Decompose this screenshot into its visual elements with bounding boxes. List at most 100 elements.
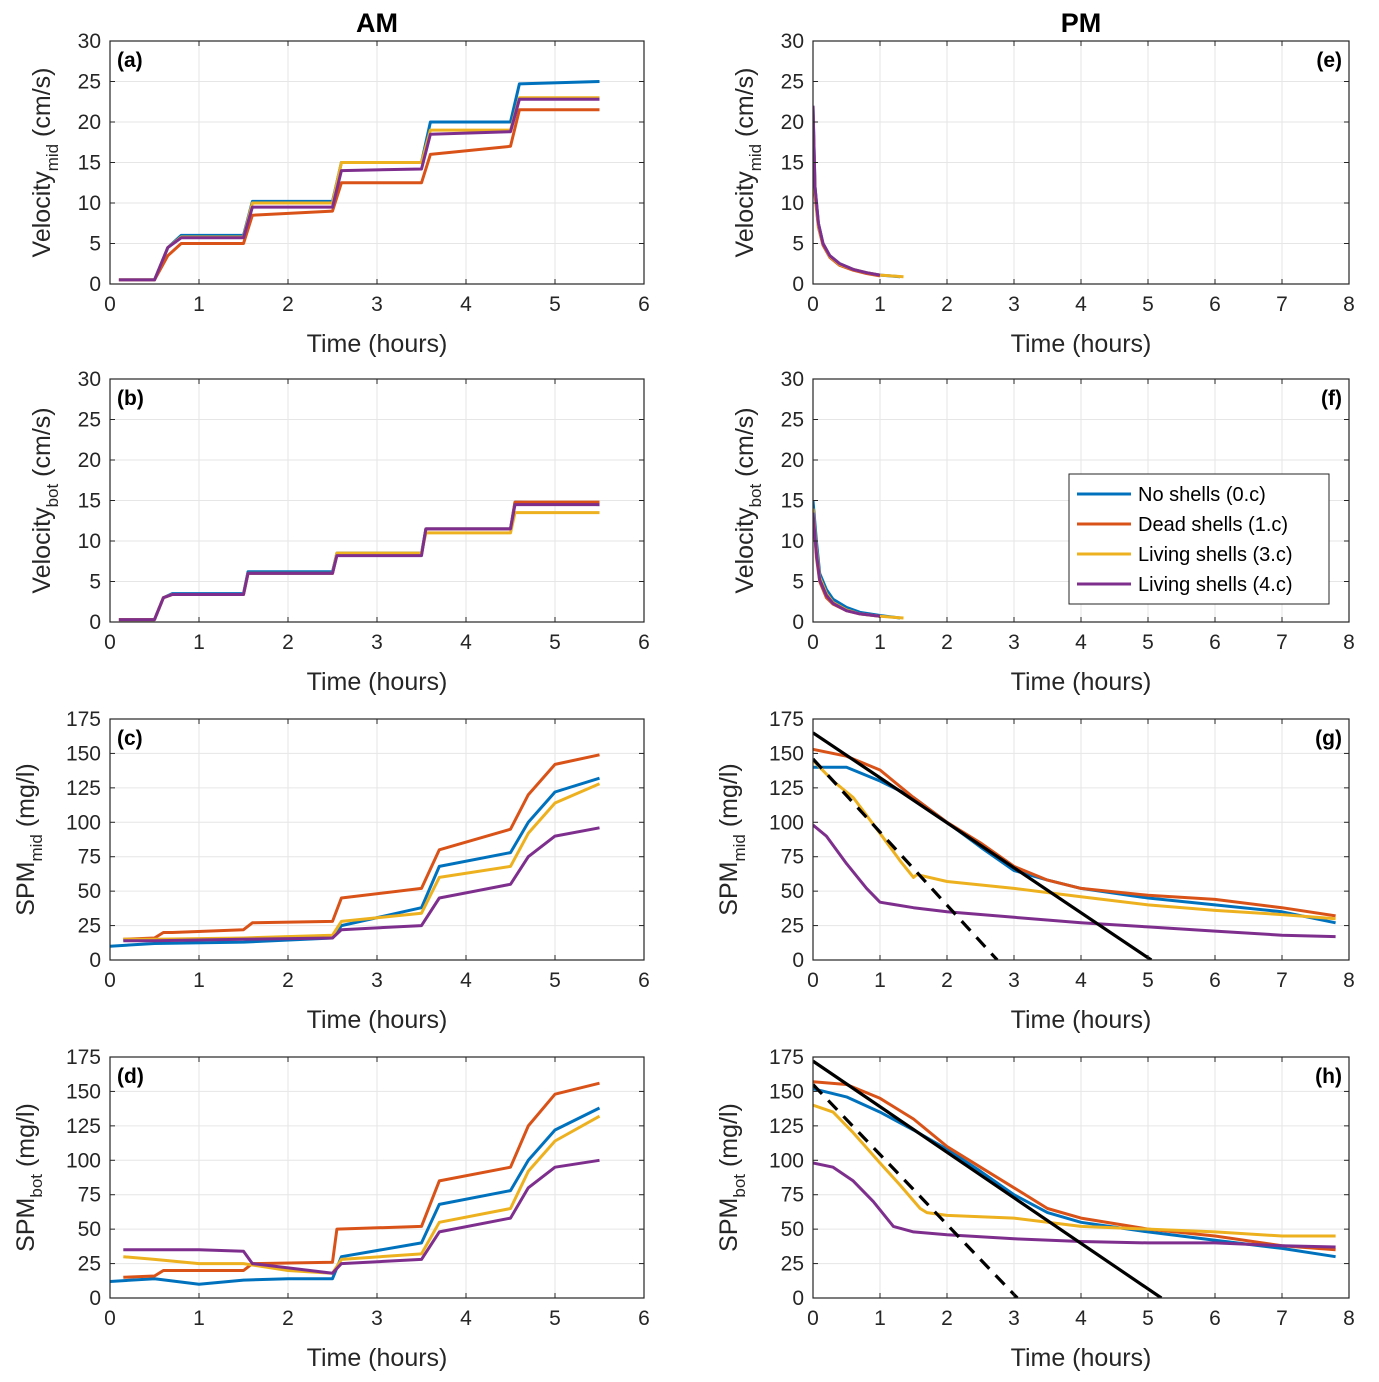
panel-c: 0 1 2 3 4 5 6 0 25 50 75 100 125 150 175 Time (hours) SP… [12, 708, 650, 1034]
x-tick-label: 2 [941, 631, 953, 654]
y-axis-label: Velocitybot (cm/s) [731, 407, 765, 593]
x-tick-label: 2 [282, 631, 294, 654]
series-line-4 [118, 503, 600, 622]
y-tick-label: 25 [781, 915, 804, 938]
panel-h: 0 1 2 3 4 5 6 7 8 0 25 50 75 100 125 150 175 Time (hours)… [715, 1046, 1355, 1372]
series-line-2 [813, 1080, 1336, 1252]
series-line-4 [813, 823, 1336, 939]
x-tick-label: 2 [282, 969, 294, 992]
y-axis-label-unit: (cm/s) [731, 68, 759, 144]
series-line-1 [813, 765, 1336, 925]
y-axis-label-sub: mid [43, 144, 62, 171]
series-line-1 [110, 1106, 601, 1286]
x-tick-label: 1 [193, 293, 205, 316]
y-axis-label-unit: (mg/l) [715, 1103, 743, 1174]
y-tick-label: 100 [66, 1149, 101, 1172]
y-tick-label: 25 [781, 1253, 804, 1276]
series-group [110, 1081, 601, 1286]
y-tick-label: 150 [769, 742, 804, 765]
y-tick-label: 15 [78, 490, 101, 513]
fit-line-dashed [813, 757, 999, 960]
x-axis-label: Time (hours) [1011, 330, 1152, 358]
y-tick-label: 30 [781, 368, 804, 391]
y-tick-label: 175 [66, 708, 101, 731]
legend-label: Living shells (3.c) [1138, 544, 1293, 566]
series-line-4 [813, 105, 881, 277]
series-line-3 [123, 1114, 601, 1275]
fit-line-solid [813, 731, 1153, 960]
x-tick-label: 3 [371, 1307, 383, 1330]
y-axis-label-unit: (mg/l) [12, 763, 40, 834]
x-tick-label: 3 [1008, 631, 1020, 654]
x-tick-label: 6 [1209, 969, 1221, 992]
y-tick-label: 10 [78, 530, 101, 553]
x-tick-label: 6 [638, 631, 650, 654]
y-axis-label-sub: bot [746, 484, 765, 508]
y-axis-label-unit: (mg/l) [715, 763, 743, 834]
y-axis-label-main: SPM [715, 1198, 743, 1252]
panel-tag: (g) [1315, 727, 1342, 750]
x-tick-label: 2 [282, 293, 294, 316]
y-tick-label: 125 [769, 1115, 804, 1138]
x-tick-label: 3 [371, 969, 383, 992]
x-tick-label: 1 [193, 1307, 205, 1330]
y-axis-label-sub: bot [43, 484, 62, 508]
y-tick-label: 175 [66, 1046, 101, 1069]
x-tick-label: 5 [1142, 293, 1154, 316]
y-tick-label: 0 [792, 611, 804, 634]
y-tick-label: 5 [89, 233, 101, 256]
x-tick-label: 0 [807, 293, 819, 316]
y-tick-label: 0 [792, 1287, 804, 1310]
x-tick-label: 5 [1142, 1307, 1154, 1330]
series-line-4 [123, 826, 600, 943]
panel-tag: (a) [117, 49, 143, 72]
legend: No shells (0.c) Dead shells (1.c) Living s… [1068, 473, 1330, 605]
x-tick-label: 4 [460, 969, 472, 992]
x-tick-label: 5 [549, 631, 561, 654]
series-line-4 [118, 97, 600, 282]
x-axis-label: Time (hours) [1011, 668, 1152, 696]
y-axis-label-main: Velocity [731, 507, 759, 594]
series-group [110, 753, 601, 948]
y-tick-label: 175 [769, 708, 804, 731]
x-tick-label: 5 [549, 293, 561, 316]
y-tick-label: 10 [781, 192, 804, 215]
x-tick-label: 6 [638, 1307, 650, 1330]
series-group [813, 1059, 1336, 1298]
x-tick-label: 8 [1343, 1307, 1355, 1330]
y-tick-label: 0 [792, 273, 804, 296]
y-axis-label: SPMmid (mg/l) [12, 763, 46, 915]
series-line-2 [118, 108, 600, 282]
y-tick-label: 125 [66, 777, 101, 800]
y-tick-label: 0 [89, 1287, 101, 1310]
x-tick-label: 5 [549, 969, 561, 992]
y-tick-label: 30 [78, 368, 101, 391]
y-tick-label: 75 [78, 846, 101, 869]
y-axis-label-main: SPM [12, 862, 40, 916]
x-tick-label: 2 [941, 969, 953, 992]
series-line-1 [110, 776, 600, 948]
panel-tag: (c) [117, 727, 143, 750]
y-axis-label-main: SPM [12, 1198, 40, 1252]
panel-e: 0 1 2 3 4 5 6 7 8 0 5 10 15 20 25 30 Time (hours) Velocit… [731, 30, 1355, 358]
x-tick-label: 5 [1142, 631, 1154, 654]
x-axis-label: Time (hours) [1011, 1344, 1152, 1372]
y-tick-label: 0 [89, 611, 101, 634]
x-tick-label: 1 [874, 1307, 886, 1330]
y-axis-label-main: SPM [715, 862, 743, 916]
y-axis-label-sub: bot [27, 1174, 46, 1198]
y-tick-label: 175 [769, 1046, 804, 1069]
x-tick-label: 2 [282, 1307, 294, 1330]
y-tick-label: 50 [78, 880, 101, 903]
series-group [118, 500, 600, 622]
y-tick-label: 150 [66, 742, 101, 765]
x-tick-label: 3 [1008, 293, 1020, 316]
series-line-2 [123, 1081, 600, 1279]
series-group [813, 105, 904, 279]
y-tick-label: 100 [66, 811, 101, 834]
y-tick-label: 25 [78, 1253, 101, 1276]
y-tick-label: 20 [781, 111, 804, 134]
x-tick-label: 4 [1075, 1307, 1087, 1330]
y-tick-label: 15 [78, 152, 101, 175]
y-axis-label-main: Velocity [28, 171, 56, 258]
